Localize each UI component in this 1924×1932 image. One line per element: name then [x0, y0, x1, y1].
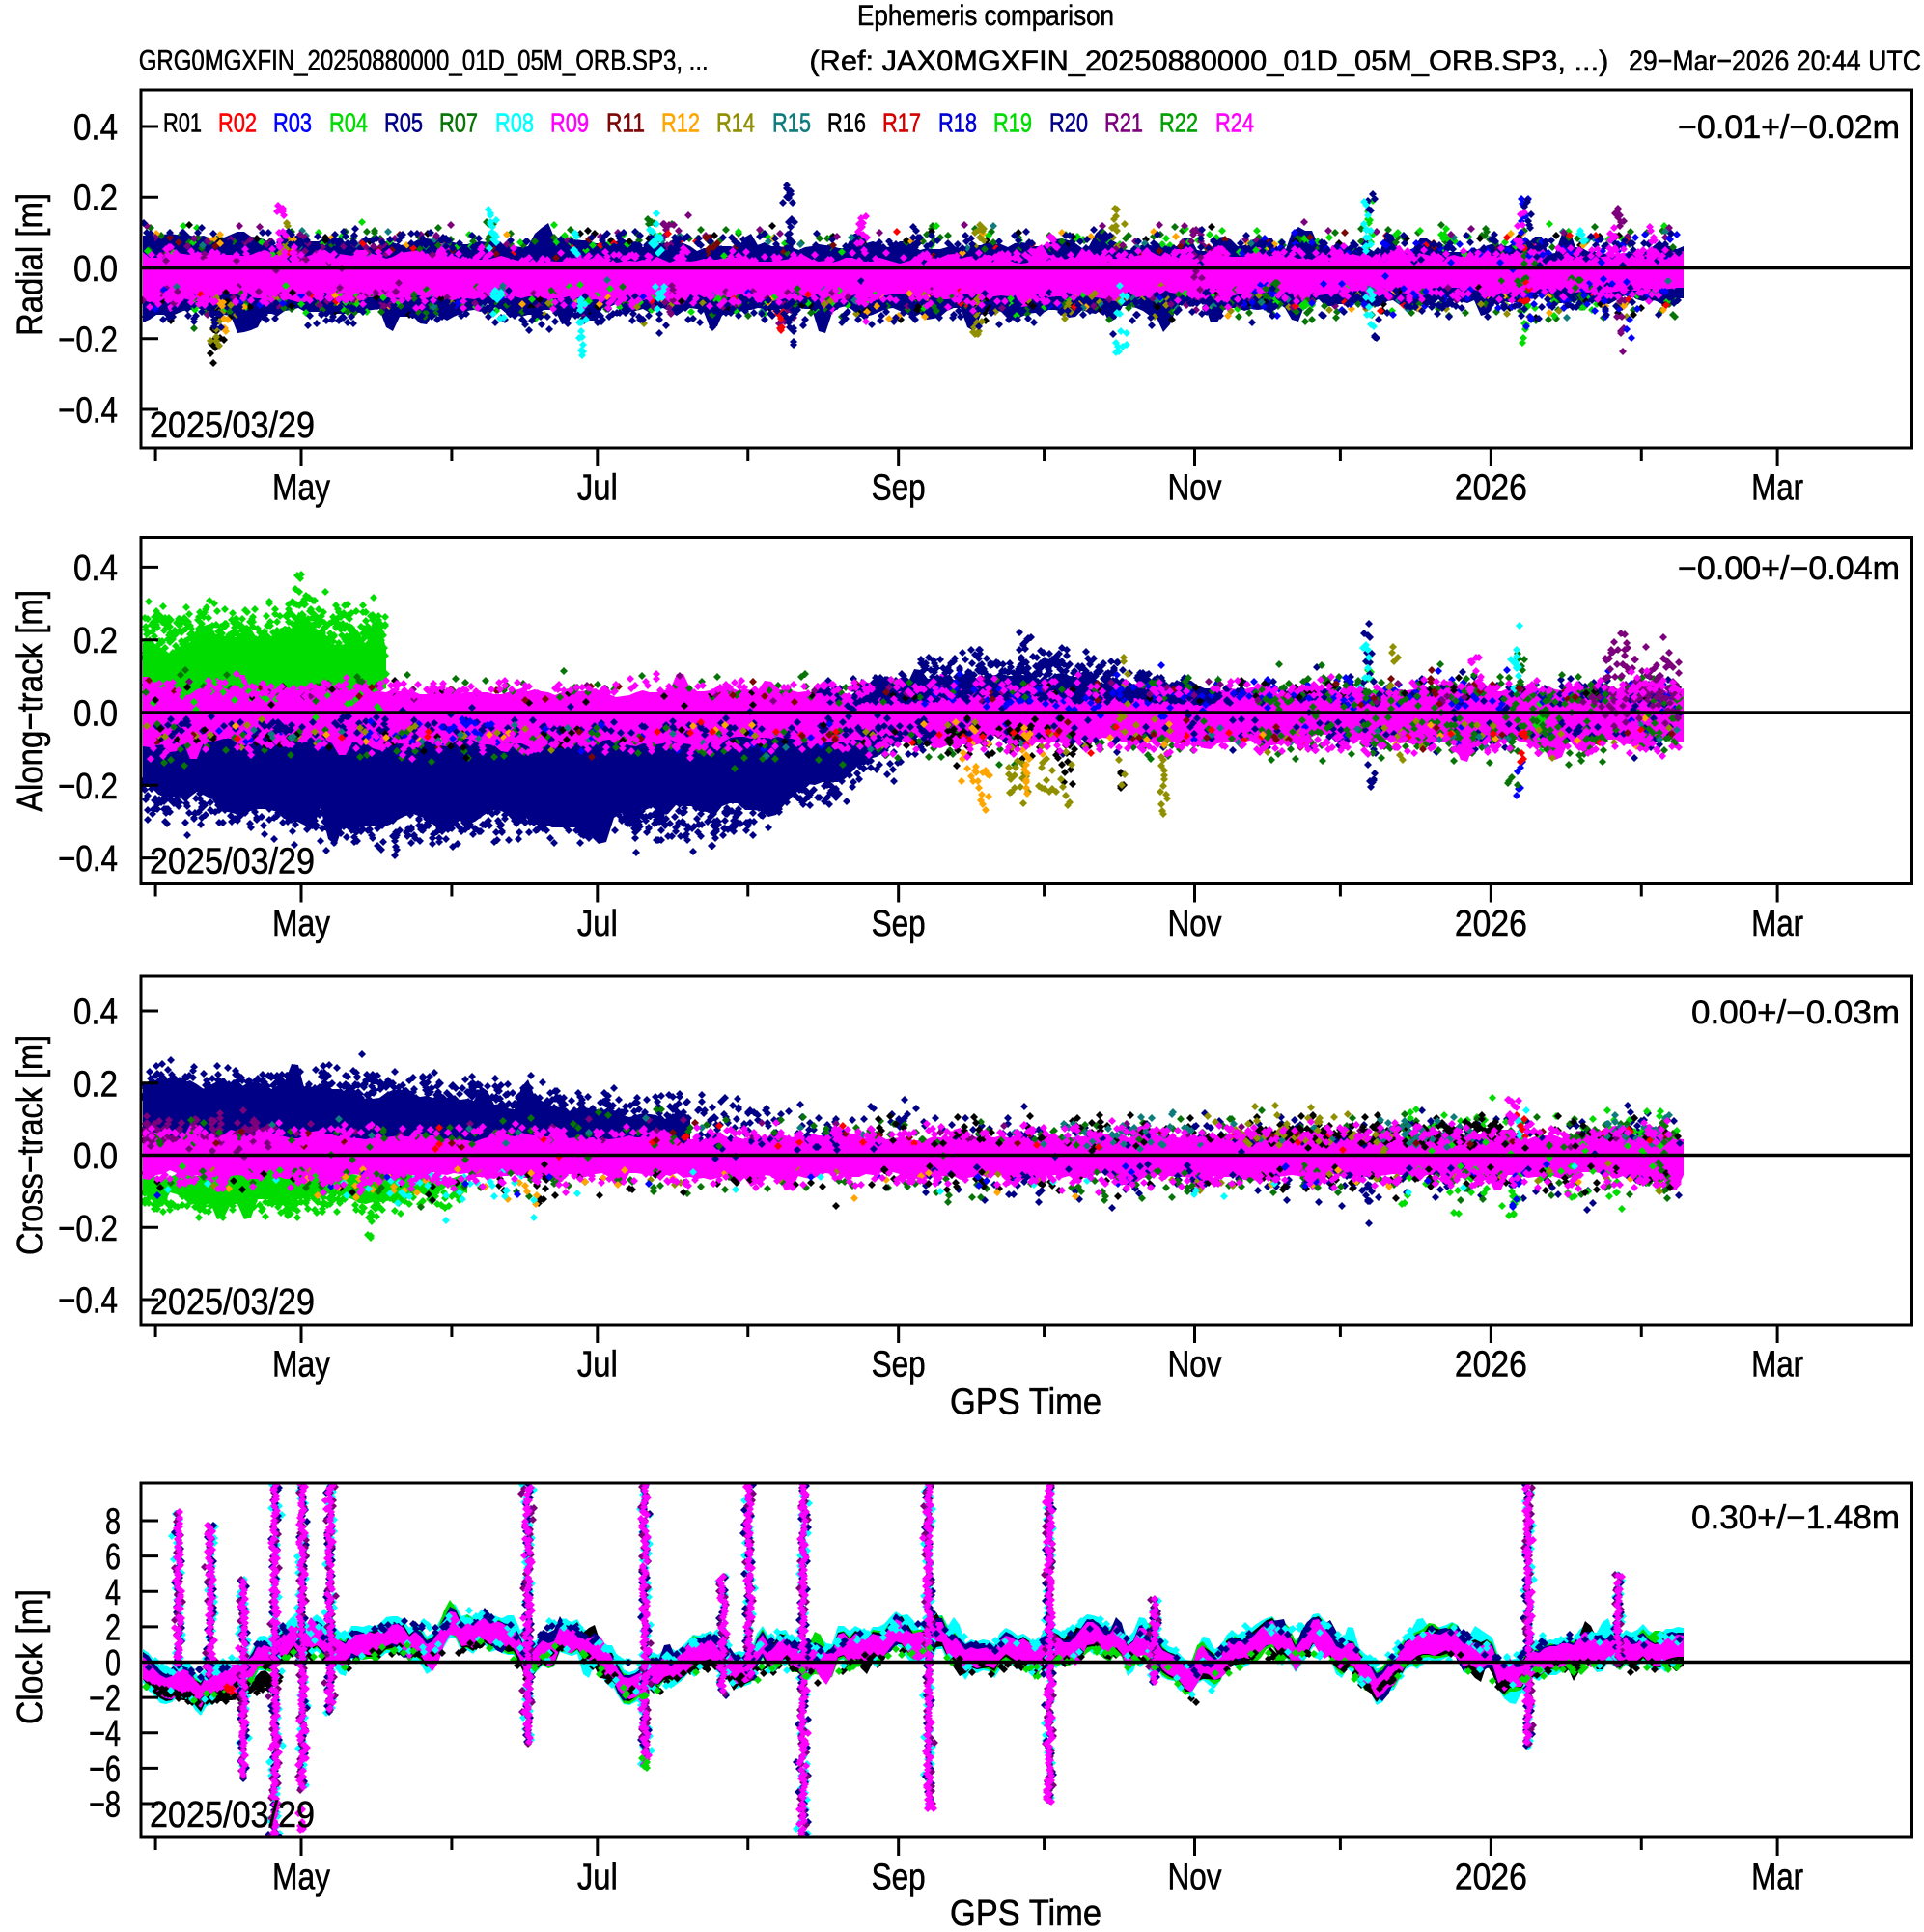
svg-text:May: May	[272, 904, 330, 944]
svg-text:2: 2	[105, 1608, 121, 1648]
svg-text:Cross−track [m]: Cross−track [m]	[11, 1035, 51, 1255]
svg-text:Sep: Sep	[872, 904, 926, 944]
svg-text:R08: R08	[495, 108, 534, 138]
svg-text:Sep: Sep	[872, 468, 926, 509]
svg-text:R24: R24	[1215, 108, 1254, 138]
svg-text:0: 0	[105, 1643, 121, 1684]
svg-text:Along−track [m]: Along−track [m]	[11, 590, 51, 812]
svg-text:R04: R04	[329, 108, 368, 138]
svg-text:6: 6	[105, 1537, 121, 1578]
svg-text:4: 4	[105, 1573, 121, 1613]
svg-text:Nov: Nov	[1168, 468, 1222, 509]
svg-text:0.0: 0.0	[73, 1136, 118, 1177]
svg-text:−0.4: −0.4	[58, 1281, 118, 1322]
svg-text:2025/03/29: 2025/03/29	[150, 1795, 315, 1835]
svg-text:−0.2: −0.2	[58, 767, 118, 807]
svg-text:R18: R18	[938, 108, 977, 138]
svg-text:May: May	[272, 1345, 330, 1386]
svg-text:R03: R03	[273, 108, 312, 138]
svg-text:R11: R11	[606, 108, 645, 138]
svg-text:Jul: Jul	[577, 1345, 618, 1386]
svg-text:GPS Time: GPS Time	[950, 1383, 1101, 1423]
svg-text:Jul: Jul	[577, 1858, 618, 1898]
svg-text:R12: R12	[661, 108, 700, 138]
svg-text:Sep: Sep	[872, 1858, 926, 1898]
svg-text:R15: R15	[772, 108, 811, 138]
svg-text:0.2: 0.2	[73, 621, 118, 661]
svg-text:Jul: Jul	[577, 904, 618, 944]
svg-text:R21: R21	[1104, 108, 1143, 138]
svg-text:Radial [m]: Radial [m]	[11, 193, 51, 336]
svg-text:R17: R17	[882, 108, 921, 138]
svg-text:R20: R20	[1049, 108, 1088, 138]
svg-text:−0.01+/−0.02m: −0.01+/−0.02m	[1678, 109, 1900, 146]
svg-text:Mar: Mar	[1751, 1345, 1803, 1386]
svg-text:R09: R09	[550, 108, 589, 138]
svg-text:(Ref: JAX0MGXFIN_20250880000_0: (Ref: JAX0MGXFIN_20250880000_01D_05M_ORB…	[809, 45, 1608, 77]
svg-text:0.2: 0.2	[73, 1064, 118, 1105]
svg-text:R01: R01	[163, 108, 202, 138]
svg-text:−0.00+/−0.04m: −0.00+/−0.04m	[1678, 550, 1900, 587]
svg-text:Clock [m]: Clock [m]	[11, 1589, 51, 1724]
svg-text:R22: R22	[1159, 108, 1198, 138]
svg-text:−0.2: −0.2	[58, 1209, 118, 1249]
svg-text:0.0: 0.0	[73, 694, 118, 735]
svg-text:2026: 2026	[1455, 1345, 1527, 1386]
svg-text:8: 8	[105, 1502, 121, 1543]
svg-text:Ephemeris comparison: Ephemeris comparison	[857, 0, 1114, 32]
svg-text:−6: −6	[89, 1750, 121, 1790]
svg-text:2025/03/29: 2025/03/29	[150, 1282, 315, 1323]
svg-text:2026: 2026	[1455, 904, 1527, 944]
svg-text:Mar: Mar	[1751, 1858, 1803, 1898]
svg-text:0.0: 0.0	[73, 249, 118, 290]
svg-text:GRG0MGXFIN_20250880000_01D_05M: GRG0MGXFIN_20250880000_01D_05M_ORB.SP3, …	[139, 45, 709, 77]
svg-text:2026: 2026	[1455, 1858, 1527, 1898]
svg-text:Mar: Mar	[1751, 468, 1803, 509]
svg-text:−0.2: −0.2	[58, 320, 118, 360]
svg-text:Nov: Nov	[1168, 1345, 1222, 1386]
svg-text:29−Mar−2026 20:44 UTC: 29−Mar−2026 20:44 UTC	[1629, 45, 1921, 77]
svg-text:2025/03/29: 2025/03/29	[150, 406, 315, 446]
svg-text:R07: R07	[439, 108, 478, 138]
svg-text:May: May	[272, 468, 330, 509]
svg-text:Nov: Nov	[1168, 1858, 1222, 1898]
svg-text:R16: R16	[827, 108, 866, 138]
svg-text:GPS Time: GPS Time	[950, 1893, 1101, 1932]
svg-text:R05: R05	[384, 108, 423, 138]
svg-text:0.4: 0.4	[73, 548, 118, 589]
svg-text:2025/03/29: 2025/03/29	[150, 842, 315, 882]
svg-text:R14: R14	[716, 108, 755, 138]
svg-text:2026: 2026	[1455, 468, 1527, 509]
svg-text:0.4: 0.4	[73, 993, 118, 1033]
svg-text:Sep: Sep	[872, 1345, 926, 1386]
svg-text:May: May	[272, 1858, 330, 1898]
svg-text:−4: −4	[89, 1714, 121, 1754]
svg-text:R19: R19	[993, 108, 1032, 138]
svg-text:Nov: Nov	[1168, 904, 1222, 944]
svg-text:−8: −8	[89, 1784, 121, 1825]
svg-text:Mar: Mar	[1751, 904, 1803, 944]
svg-text:R02: R02	[218, 108, 257, 138]
svg-text:−2: −2	[89, 1679, 121, 1720]
svg-text:0.4: 0.4	[73, 107, 118, 148]
svg-text:−0.4: −0.4	[58, 839, 118, 880]
svg-text:Jul: Jul	[577, 468, 618, 509]
svg-text:−0.4: −0.4	[58, 391, 118, 432]
svg-text:0.30+/−1.48m: 0.30+/−1.48m	[1691, 1499, 1900, 1536]
svg-text:0.00+/−0.03m: 0.00+/−0.03m	[1691, 994, 1900, 1031]
svg-text:0.2: 0.2	[73, 179, 118, 219]
